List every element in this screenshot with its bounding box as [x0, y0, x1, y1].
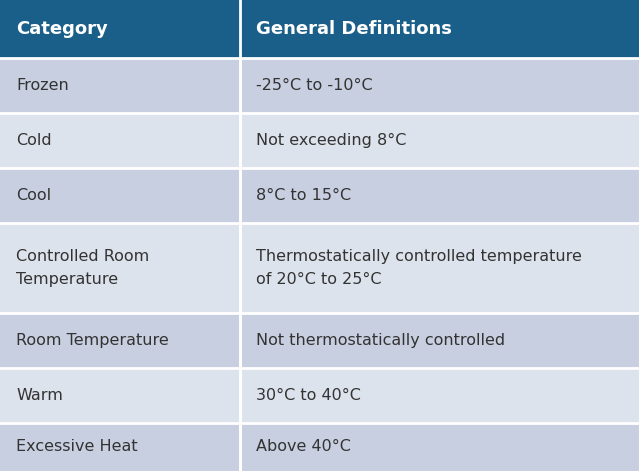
Text: Excessive Heat: Excessive Heat: [16, 439, 137, 455]
Text: 30°C to 40°C: 30°C to 40°C: [256, 388, 360, 403]
Text: Cold: Cold: [16, 133, 52, 148]
Text: Controlled Room
Temperature: Controlled Room Temperature: [16, 250, 150, 286]
Bar: [0, 223, 639, 313]
Bar: [0, 113, 639, 168]
Text: Room Temperature: Room Temperature: [16, 333, 169, 348]
Bar: [0, 168, 639, 223]
Text: Not thermostatically controlled: Not thermostatically controlled: [256, 333, 505, 348]
Bar: [0, 58, 639, 113]
Text: Cool: Cool: [16, 188, 51, 203]
Text: Frozen: Frozen: [16, 78, 69, 93]
Text: -25°C to -10°C: -25°C to -10°C: [256, 78, 373, 93]
Text: Category: Category: [16, 20, 108, 38]
Bar: [0, 313, 639, 368]
Text: Thermostatically controlled temperature
of 20°C to 25°C: Thermostatically controlled temperature …: [256, 250, 581, 286]
Bar: [0, 423, 639, 471]
Bar: [0, 368, 639, 423]
Text: 8°C to 15°C: 8°C to 15°C: [256, 188, 351, 203]
Text: Warm: Warm: [16, 388, 63, 403]
Text: Above 40°C: Above 40°C: [256, 439, 350, 455]
Text: Not exceeding 8°C: Not exceeding 8°C: [256, 133, 406, 148]
Text: General Definitions: General Definitions: [256, 20, 452, 38]
Bar: [0, 0, 639, 58]
